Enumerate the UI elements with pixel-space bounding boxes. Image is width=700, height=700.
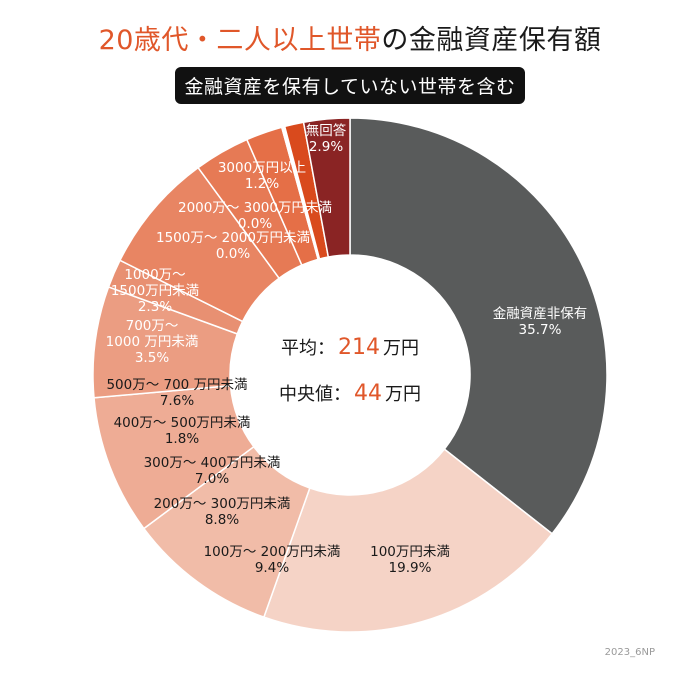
median-line: 中央値： 44 万円 — [230, 380, 470, 406]
slice-label-7: 700万～ 1000 万円未満 3.5% — [106, 318, 199, 366]
slice-label-line: 8.8% — [205, 512, 239, 528]
slice-label-line: 1500万円未満 — [111, 283, 199, 299]
slice-label-12: 無回答 2.9% — [306, 122, 347, 155]
slice-label-line: 0.0% — [216, 246, 250, 262]
title-rest: の金融資産保有額 — [381, 25, 602, 56]
subtitle-wrap: 金融資産を保有していない世帯を含む — [0, 67, 700, 104]
donut-slices — [92, 117, 608, 633]
slice-label-line: 1000 万円未満 — [106, 334, 199, 350]
slice-label-line: 7.6% — [160, 393, 194, 409]
slice-labels: 金融資産非保有 35.7% 100万円未満 19.9% 100万～ 200万円未満 9.4… — [106, 122, 588, 576]
chart-title: 20歳代・二人以上世帯の金融資産保有額 — [0, 18, 700, 57]
slice-label-line: 500万～ 700 万円未満 — [106, 377, 247, 393]
slice-label-line: 7.0% — [195, 471, 229, 487]
slice-label-line: 0.0% — [238, 216, 272, 232]
average-value: 214 — [338, 335, 380, 360]
slice-label-line: 19.9% — [389, 560, 432, 576]
slice-label-line: 35.7% — [519, 322, 562, 338]
slice-0 — [349, 117, 608, 535]
slice-label-line: 金融資産非保有 — [493, 306, 588, 322]
slice-12 — [302, 117, 351, 258]
slice-label-line: 無回答 — [306, 122, 347, 139]
average-unit: 万円 — [383, 338, 419, 359]
slice-label-3: 200万～ 300万円未満 8.8% — [154, 496, 291, 528]
slice-label-line: 2000万～ 3000万円未満 — [178, 200, 332, 216]
average-line: 平均： 214 万円 — [230, 334, 470, 360]
average-label: 平均： — [281, 338, 335, 359]
slice-label-line: 100万円未満 — [370, 544, 450, 560]
slice-label-line: 1500万～ 2000万円未満 — [156, 230, 310, 246]
slice-label-0: 金融資産非保有 35.7% — [493, 306, 588, 338]
slice-label-line: 1000万～ — [124, 267, 185, 283]
median-value: 44 — [354, 381, 382, 406]
slice-label-line: 1.8% — [165, 431, 199, 447]
slice-label-6: 500万～ 700 万円未満 7.6% — [106, 377, 247, 409]
slice-label-line: 3000万円以上 — [218, 160, 306, 176]
slice-label-line: 3.5% — [135, 350, 169, 366]
slice-label-8: 1000万～ 1500万円未満 2.3% — [111, 267, 199, 315]
title-accent: 20歳代・二人以上世帯 — [98, 25, 382, 56]
slice-label-line: 700万～ — [126, 318, 179, 334]
slice-label-line: 200万～ 300万円未満 — [154, 496, 291, 512]
slice-label-9: 1500万～ 2000万円未満 0.0% — [156, 230, 310, 262]
median-label: 中央値： — [279, 384, 351, 405]
median-unit: 万円 — [385, 384, 421, 405]
slice-label-line: 1.2% — [245, 176, 279, 192]
slice-label-line: 9.4% — [255, 560, 289, 576]
slice-label-line: 300万～ 400万円未満 — [144, 455, 281, 471]
slice-1 — [262, 448, 554, 633]
credit-text: 2023_6NP — [604, 647, 655, 658]
slice-label-2: 100万～ 200万円未満 9.4% — [204, 544, 341, 576]
slice-label-5: 400万～ 500万円未満 1.8% — [114, 415, 251, 447]
slice-label-11: 3000万円以上 1.2% — [218, 160, 306, 192]
slice-label-line: 100万～ 200万円未満 — [204, 544, 341, 560]
slice-label-line: 2.3% — [138, 299, 172, 315]
slice-label-4: 300万～ 400万円未満 7.0% — [144, 455, 281, 487]
slice-label-1: 100万円未満 19.9% — [370, 544, 450, 576]
chart-subtitle: 金融資産を保有していない世帯を含む — [174, 67, 526, 104]
slice-label-10: 2000万～ 3000万円未満 0.0% — [178, 200, 332, 232]
slice-label-line: 400万～ 500万円未満 — [114, 415, 251, 431]
slice-label-line: 2.9% — [309, 139, 343, 155]
